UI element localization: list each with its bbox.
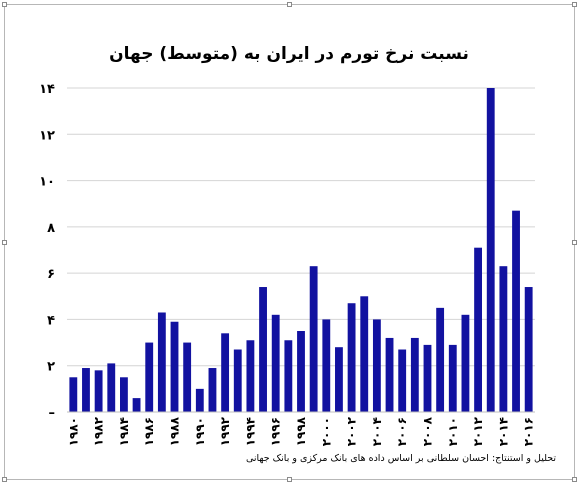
bar-1987 [157, 312, 166, 412]
x-tick-label: ۱۹۸۸ [168, 416, 182, 446]
x-tick-label: ۱۹۸۰ [66, 417, 80, 446]
bar-1995 [259, 287, 267, 412]
bar-2011 [461, 314, 470, 412]
x-tick-label: ۲۰۰۶ [395, 417, 409, 446]
bar-1999 [309, 266, 318, 412]
y-tick-label: ۴ [47, 313, 55, 328]
bar-2000 [322, 319, 331, 412]
bar-2006 [398, 349, 407, 412]
bar-2005 [385, 337, 394, 412]
resize-handle-bottom-left[interactable] [2, 477, 7, 482]
bar-1984 [120, 377, 128, 412]
x-axis-ticks: ۱۹۸۰ ۱۹۸۲ ۱۹۸۴ ۱۹۸۶ ۱۹۸۸ ۱۹۹۰ ۱۹۹۲ ۱۹۹۴ ۱۹۹۶ ۱۹۹۸… [66, 416, 535, 446]
bar-2012 [474, 247, 482, 412]
x-tick-label: ۲۰۱۰ [446, 417, 460, 446]
x-tick-label: ۱۹۹۲ [218, 416, 232, 446]
y-tick-label: ۲ [47, 360, 55, 375]
x-tick-label: ۱۹۹۸ [294, 416, 308, 446]
bar-1980 [69, 377, 78, 412]
bar-2007 [410, 337, 419, 412]
bar-2002 [347, 303, 356, 412]
resize-handle-middle-right[interactable] [572, 240, 577, 245]
y-tick-label: ۱۰ [39, 175, 55, 190]
bar-1985 [132, 398, 141, 412]
bar-1988 [170, 321, 179, 412]
bar-1983 [107, 363, 116, 412]
x-tick-label: ۱۹۹۰ [193, 417, 207, 446]
y-tick-label: ۱۴ [39, 82, 55, 97]
y-tick-label: ۶ [47, 267, 55, 282]
bar-2009 [436, 307, 445, 412]
x-tick-label: ۱۹۸۶ [142, 417, 156, 446]
resize-handle-top-left[interactable] [2, 2, 7, 7]
x-tick-label: ۲۰۱۴ [496, 417, 510, 446]
chart-footnote: تحلیل و استنتاج: احسان سلطانی بر اساس دا… [246, 453, 556, 464]
bar-1981 [82, 368, 90, 412]
bar-1998 [297, 331, 305, 412]
bar-1994 [246, 340, 255, 412]
x-tick-label: ۲۰۰۸ [420, 416, 434, 446]
gridlines [67, 87, 535, 367]
bar-1997 [284, 340, 293, 412]
x-tick-label: ۲۰۰۴ [370, 417, 384, 446]
y-tick-label: ۸ [47, 221, 55, 236]
bar-2001 [335, 347, 343, 412]
chart-title: نسبت نرخ تورم در ایران به (متوسط) جهان [109, 44, 469, 64]
x-tick-label: ۱۹۸۴ [117, 417, 131, 446]
bar-2015 [512, 210, 520, 412]
bar-2003 [360, 296, 369, 412]
bar-2016 [524, 287, 533, 412]
resize-handle-bottom-middle[interactable] [287, 477, 292, 482]
bars [69, 88, 533, 412]
bar-1996 [271, 314, 280, 412]
bar-1986 [145, 342, 154, 412]
bar-1982 [94, 370, 103, 412]
resize-handle-middle-left[interactable] [2, 240, 7, 245]
resize-handle-top-right[interactable] [572, 2, 577, 7]
bar-1990 [195, 388, 204, 412]
y-tick-label: ۱۲ [39, 128, 55, 143]
bar-2008 [423, 344, 432, 412]
bar-2010 [448, 344, 457, 412]
x-tick-label: ۱۹۸۲ [92, 416, 106, 446]
x-tick-label: ۱۹۹۴ [243, 417, 257, 446]
bar-2004 [372, 319, 381, 412]
x-tick-label: ۱۹۹۶ [269, 417, 283, 446]
y-tick-label: – [49, 406, 56, 421]
x-tick-label: ۲۰۱۶ [522, 417, 536, 446]
y-axis-ticks: – ۲ ۴ ۶ ۸ ۱۰ ۱۲ ۱۴ [39, 82, 55, 421]
x-tick-label: ۲۰۰۲ [345, 416, 359, 446]
bar-2014 [499, 266, 508, 412]
bar-1992 [221, 333, 230, 412]
bar-1991 [208, 368, 217, 412]
bar-1993 [233, 349, 242, 412]
x-tick-label: ۲۰۰۰ [319, 417, 333, 446]
bar-1989 [183, 342, 192, 412]
x-tick-label: ۲۰۱۲ [471, 416, 485, 446]
bar-2013 [486, 88, 495, 412]
resize-handle-bottom-right[interactable] [572, 477, 577, 482]
resize-handle-top-middle[interactable] [287, 2, 292, 7]
